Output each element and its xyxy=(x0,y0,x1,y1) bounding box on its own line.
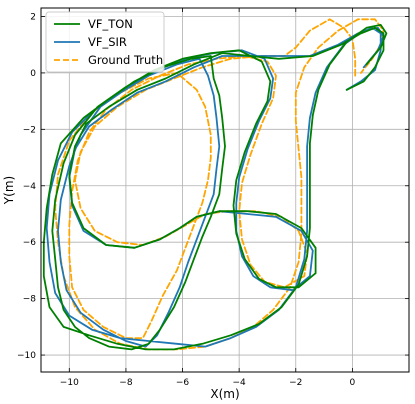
x-axis-label: X(m) xyxy=(210,387,239,401)
y-tick-label: −4 xyxy=(23,182,37,192)
y-tick-label: −10 xyxy=(17,351,36,361)
y-tick-label: −6 xyxy=(23,238,37,248)
x-tick-label: −6 xyxy=(176,378,190,388)
grid xyxy=(41,8,409,372)
legend-box xyxy=(45,11,165,73)
y-tick-label: −8 xyxy=(23,295,37,305)
y-tick-label: 0 xyxy=(30,69,36,79)
series-lines xyxy=(42,18,388,351)
y-tick-label: 2 xyxy=(30,12,36,22)
plot-area-frame xyxy=(40,7,410,373)
x-tick-label: 0 xyxy=(350,378,356,388)
axis-ticks: −10 −8 −6 −4 −2 0 2 0 −2 −4 −6 −8 −10 xyxy=(17,8,409,388)
series-line-ground-truth xyxy=(54,18,385,351)
y-axis-label: Y(m) xyxy=(2,176,16,205)
series-line-vf-ton xyxy=(42,24,388,351)
x-tick-label: −2 xyxy=(289,378,302,388)
legend-label: VF_TON xyxy=(88,17,133,31)
legend-label: Ground Truth xyxy=(88,53,163,67)
legend: VF_TON VF_SIR Ground Truth xyxy=(45,11,165,73)
x-tick-label: −8 xyxy=(119,378,133,388)
x-tick-label: −10 xyxy=(60,378,79,388)
legend-label: VF_SIR xyxy=(88,35,127,49)
y-tick-label: −2 xyxy=(23,125,36,135)
x-tick-label: −4 xyxy=(233,378,247,388)
